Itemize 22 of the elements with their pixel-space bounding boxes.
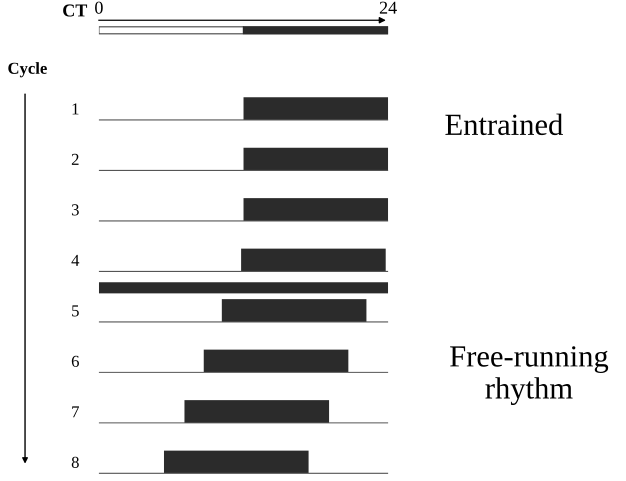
y-tick-label: 1 <box>72 103 78 114</box>
bar <box>222 299 366 322</box>
x-tick-label: 24 <box>380 2 397 14</box>
y-tick-label: 6 <box>72 356 79 367</box>
y-tick-label: 4 <box>71 254 80 266</box>
y-tick-label: 7 <box>72 406 79 418</box>
y-tick-label: 5 <box>72 305 79 316</box>
y-axis-title: Cycle <box>8 62 47 78</box>
bar <box>204 350 348 372</box>
x-tick-label: 0 <box>95 2 103 14</box>
bar <box>244 198 388 221</box>
x-axis-title: CT <box>63 4 88 17</box>
bar <box>241 248 386 272</box>
y-tick-label: 8 <box>72 456 79 468</box>
y-tick-label: 3 <box>72 204 79 216</box>
bar <box>244 97 388 120</box>
bar <box>184 400 330 423</box>
bar <box>244 148 388 170</box>
bar <box>164 450 309 474</box>
text: Entrained <box>445 114 563 136</box>
text: Free-running rhythm <box>450 346 608 406</box>
y-tick-label: 2 <box>72 154 79 165</box>
